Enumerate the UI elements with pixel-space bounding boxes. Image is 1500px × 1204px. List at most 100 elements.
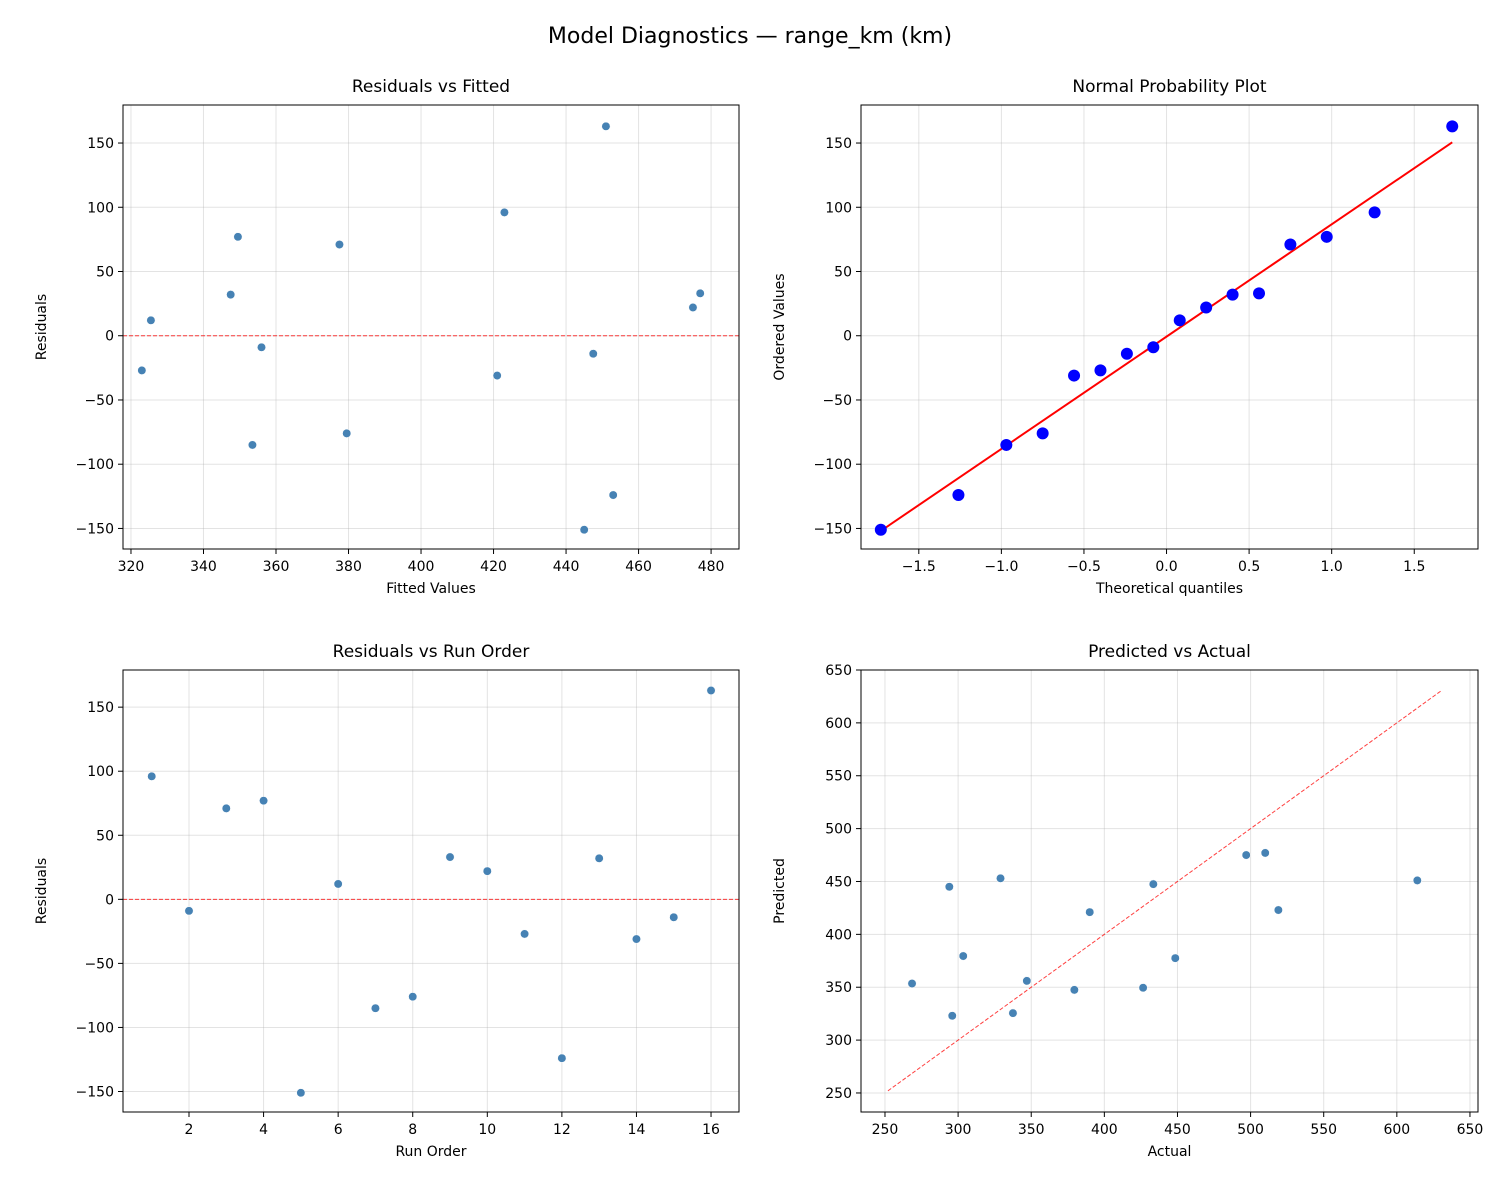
y-tick-label: 50 xyxy=(96,828,114,844)
panel-title: Residuals vs Run Order xyxy=(333,642,530,662)
data-point xyxy=(695,288,705,298)
data-point xyxy=(1226,288,1239,301)
x-tick-label: 320 xyxy=(118,559,145,575)
data-point xyxy=(632,934,641,944)
data-point xyxy=(247,440,257,450)
y-tick-label: −50 xyxy=(822,393,852,409)
y-tick-label: 50 xyxy=(96,265,114,281)
data-point xyxy=(1000,438,1013,451)
y-tick-label: −150 xyxy=(76,521,114,537)
data-point xyxy=(335,240,344,249)
axes-frame xyxy=(122,104,740,550)
data-point xyxy=(907,979,917,988)
data-point xyxy=(1147,341,1160,354)
data-point xyxy=(370,1003,380,1013)
data-point xyxy=(146,315,156,325)
y-tick-label: 0 xyxy=(843,329,852,345)
y-tick-label: 400 xyxy=(825,927,852,943)
figure-suptitle: Model Diagnostics — range_km (km) xyxy=(548,24,952,49)
y-tick-label: −100 xyxy=(814,457,852,473)
data-point xyxy=(1036,427,1049,440)
data-point xyxy=(1368,206,1381,219)
y-axis-label: Residuals xyxy=(34,858,50,924)
data-point xyxy=(226,290,236,300)
x-tick-label: 400 xyxy=(408,559,435,575)
y-tick-label: 100 xyxy=(87,200,114,216)
data-point xyxy=(1138,983,1148,993)
x-tick-label: 420 xyxy=(480,559,507,575)
x-tick-label: 360 xyxy=(263,559,290,575)
x-tick-label: 6 xyxy=(334,1122,343,1138)
identity-reference-line xyxy=(887,690,1442,1092)
x-tick-label: 500 xyxy=(1237,1122,1264,1138)
axes-frame xyxy=(860,104,1479,550)
x-tick-label: 350 xyxy=(1018,1122,1045,1138)
y-tick-label: 150 xyxy=(825,136,852,152)
panel-4: 250 300 350 400 450 500 550 600 650 250 300 350 400 4… xyxy=(772,642,1483,1160)
data-point xyxy=(601,121,611,131)
x-tick-label: −0.5 xyxy=(1067,559,1101,575)
data-point xyxy=(874,523,887,536)
data-point xyxy=(1170,953,1180,963)
x-tick-label: 0.5 xyxy=(1238,559,1260,575)
data-point xyxy=(1094,364,1107,377)
data-point xyxy=(492,371,502,381)
data-point xyxy=(257,342,266,352)
data-point xyxy=(147,771,157,781)
data-point xyxy=(996,873,1005,883)
y-tick-label: −50 xyxy=(84,956,114,972)
data-point xyxy=(594,853,604,863)
fit-line xyxy=(880,141,1453,532)
data-point xyxy=(259,796,269,806)
x-tick-label: 440 xyxy=(553,559,580,575)
data-point xyxy=(579,525,589,535)
x-tick-label: 380 xyxy=(335,559,362,575)
x-tick-label: 2 xyxy=(185,1122,194,1138)
data-point xyxy=(608,490,618,500)
y-axis-label: Residuals xyxy=(34,294,50,360)
y-tick-label: 0 xyxy=(105,892,114,908)
x-tick-label: 650 xyxy=(1457,1122,1484,1138)
y-tick-label: −100 xyxy=(76,457,114,473)
panel-title: Residuals vs Fitted xyxy=(352,77,510,97)
data-point xyxy=(1085,907,1095,917)
x-tick-label: 14 xyxy=(628,1122,646,1138)
data-point xyxy=(233,232,243,242)
data-point xyxy=(1200,301,1213,314)
panel-title: Predicted vs Actual xyxy=(1088,642,1251,662)
panel-2: −1.5 −1.0 −0.5 0.0 0.5 1.0 1.5 −150 −100 −50 0 50 10… xyxy=(772,77,1479,597)
x-tick-label: 250 xyxy=(872,1122,899,1138)
x-tick-label: 600 xyxy=(1383,1122,1410,1138)
data-point xyxy=(1008,1008,1018,1018)
panel-1: 320 340 360 380 400 420 440 460 480 −150 −100 −50 0 5… xyxy=(34,77,740,597)
data-point xyxy=(499,207,509,217)
x-tick-label: 1.5 xyxy=(1403,559,1425,575)
x-tick-label: 480 xyxy=(698,559,725,575)
data-point xyxy=(296,1088,306,1098)
x-tick-label: −1.0 xyxy=(984,559,1018,575)
x-tick-label: 1.0 xyxy=(1321,559,1343,575)
data-point xyxy=(706,686,716,695)
y-tick-label: 650 xyxy=(825,663,852,679)
y-tick-label: 250 xyxy=(825,1086,852,1102)
x-tick-label: 4 xyxy=(259,1122,268,1138)
x-tick-label: 550 xyxy=(1310,1122,1337,1138)
panel-title: Normal Probability Plot xyxy=(1072,77,1267,97)
data-point xyxy=(333,879,343,889)
x-tick-label: 460 xyxy=(625,559,652,575)
y-tick-label: 100 xyxy=(825,200,852,216)
x-tick-label: 8 xyxy=(408,1122,417,1138)
data-point xyxy=(1241,850,1251,860)
y-tick-label: 150 xyxy=(87,700,114,716)
x-axis-label: Theoretical quantiles xyxy=(1095,581,1243,597)
data-point xyxy=(1173,314,1186,327)
y-tick-label: 100 xyxy=(87,764,114,780)
data-point xyxy=(482,866,492,876)
data-point xyxy=(445,852,455,862)
data-point xyxy=(1022,976,1032,986)
data-point xyxy=(408,992,418,1002)
x-tick-label: 12 xyxy=(553,1122,571,1138)
y-axis-label: Ordered Values xyxy=(772,273,788,380)
data-point xyxy=(184,906,194,916)
data-point xyxy=(1069,985,1079,995)
